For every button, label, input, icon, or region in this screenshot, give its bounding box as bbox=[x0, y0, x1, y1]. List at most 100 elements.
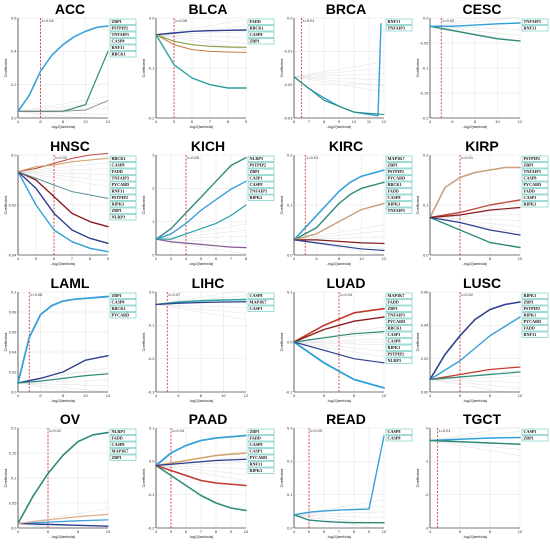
y-tick-label: 0.2 bbox=[287, 459, 293, 464]
y-tick-label: 0.0 bbox=[11, 152, 17, 157]
gene-label: RNF31 bbox=[388, 19, 401, 24]
gene-label: RNF31 bbox=[112, 189, 125, 194]
y-tick-label: 0.08 bbox=[9, 309, 18, 314]
y-tick-label: -0.1 bbox=[148, 323, 156, 328]
gene-label-box bbox=[385, 338, 413, 345]
coefficient-path bbox=[17, 373, 109, 384]
y-axis-label: Coefficient bbox=[141, 195, 146, 215]
y-tick-label: 2 bbox=[152, 186, 155, 191]
x-tick-label: 8 bbox=[215, 529, 218, 534]
gene-label-box bbox=[385, 312, 413, 319]
lambda-label: λ=0.02 bbox=[461, 292, 474, 297]
coefficient-path bbox=[293, 435, 385, 516]
panel-hnsc: HNSC 4 5 6 7 8 9 -0.04 -0.02 0.0 -log2(lambda) Coef… bbox=[2, 139, 138, 273]
x-tick-label: 7 bbox=[338, 529, 341, 534]
x-tick-label: 10 bbox=[221, 393, 226, 398]
gene-label: RBCK1 bbox=[388, 182, 402, 187]
gene-label-box bbox=[247, 305, 275, 312]
background-path bbox=[17, 168, 109, 172]
gene-label-box bbox=[521, 181, 549, 188]
x-axis-label: -log2(lambda) bbox=[463, 124, 488, 129]
x-tick-label: 4 bbox=[293, 529, 296, 534]
x-tick-label: 8 bbox=[353, 529, 356, 534]
x-tick-label: 8 bbox=[89, 256, 92, 261]
x-tick-label: 12 bbox=[244, 393, 249, 398]
coefficient-path-plot: 4 5 6 7 8 9 10 0.0 0.1 0.2 0.3 -log2(lambda) Coeffic… bbox=[279, 425, 413, 539]
background-path bbox=[293, 67, 385, 78]
coefficient-path bbox=[17, 152, 109, 173]
gene-label-box bbox=[385, 155, 413, 162]
gene-label: CASP8 bbox=[112, 442, 125, 447]
x-tick-label: 9 bbox=[230, 529, 233, 534]
gene-label: PSTPIP2 bbox=[388, 352, 405, 357]
x-tick-label: 12 bbox=[382, 256, 387, 261]
gene-label: RIPK3 bbox=[388, 202, 401, 207]
y-tick-label: -2 bbox=[425, 492, 429, 497]
y-tick-label: 0.1 bbox=[11, 475, 17, 480]
x-tick-label: 4 bbox=[155, 529, 158, 534]
panel-title: ACC bbox=[54, 1, 86, 17]
x-tick-label: 4 bbox=[429, 256, 432, 261]
x-tick-label: 8 bbox=[489, 393, 492, 398]
y-tick-label: -0.15 bbox=[419, 90, 429, 95]
x-tick-label: 6 bbox=[39, 119, 42, 124]
gene-label: PSTPIP2 bbox=[112, 26, 129, 31]
gene-label: ZBP1 bbox=[524, 436, 534, 441]
gene-label-box bbox=[109, 312, 137, 319]
y-tick-label: 0.0 bbox=[149, 15, 155, 20]
panel-blca: BLCA 4 5 6 7 8 9 -0.2 -0.1 0.0 -log2(lambda) Coeffi… bbox=[140, 2, 276, 136]
coefficient-path bbox=[155, 180, 247, 240]
gene-label-box bbox=[385, 162, 413, 169]
gene-label-box bbox=[109, 175, 137, 182]
coefficient-path bbox=[155, 452, 247, 467]
coefficient-path bbox=[17, 171, 109, 199]
coefficient-path bbox=[155, 464, 247, 487]
gene-label-box bbox=[109, 155, 137, 162]
gene-label: PYCARD bbox=[524, 182, 542, 187]
gene-label-box bbox=[109, 162, 137, 169]
y-tick-label: 0.0 bbox=[287, 252, 293, 257]
x-axis-label: -log2(lambda) bbox=[51, 534, 76, 539]
coefficient-path bbox=[293, 239, 385, 252]
x-tick-label: 6 bbox=[215, 256, 218, 261]
y-axis-label: Coefficient bbox=[279, 468, 284, 488]
gene-label-box bbox=[247, 461, 275, 468]
x-tick-label: 12 bbox=[382, 119, 387, 124]
y-axis-label: Coefficient bbox=[3, 58, 8, 78]
coefficient-path bbox=[429, 301, 521, 381]
x-tick-label: 8 bbox=[245, 256, 248, 261]
x-tick-label: 6 bbox=[185, 529, 188, 534]
coefficient-path bbox=[155, 301, 247, 306]
gene-label-box bbox=[385, 188, 413, 195]
y-axis-label: Coefficient bbox=[279, 58, 284, 78]
x-tick-label: 7 bbox=[200, 529, 203, 534]
coefficient-path bbox=[429, 199, 521, 219]
y-tick-label: -0.1 bbox=[422, 65, 430, 70]
y-tick-label: -3 bbox=[425, 525, 429, 530]
y-tick-label: 0.0 bbox=[11, 115, 17, 120]
panel-title: BLCA bbox=[188, 1, 228, 17]
lambda-label: λ=0.07 bbox=[168, 292, 181, 297]
gene-label-box bbox=[109, 207, 137, 214]
coefficient-path-plot: 4 6 8 10 12 0.0 0.02 0.04 0.06 0.08 0.1 -log2(lambd… bbox=[3, 289, 137, 403]
coefficient-path bbox=[17, 522, 109, 527]
background-path bbox=[155, 291, 246, 305]
gene-label-box bbox=[521, 168, 549, 175]
gene-label-box bbox=[385, 168, 413, 175]
y-tick-label: 0.02 bbox=[421, 356, 430, 361]
coefficient-path-plot: 4 6 8 10 -0.1 0.0 0.1 -log2(lambda) Coefficient λ… bbox=[279, 289, 413, 403]
y-tick-label: 0.06 bbox=[9, 329, 18, 334]
coefficient-path bbox=[155, 464, 247, 512]
background-path bbox=[155, 19, 247, 35]
background-path bbox=[429, 17, 521, 27]
gene-label-box bbox=[385, 331, 413, 338]
y-tick-label: -0.05 bbox=[419, 40, 429, 45]
gene-label-box bbox=[385, 175, 413, 182]
x-tick-label: 6 bbox=[39, 393, 42, 398]
gene-label: FADD bbox=[524, 189, 535, 194]
coefficient-path bbox=[293, 181, 385, 241]
coefficient-path bbox=[429, 22, 521, 28]
y-axis-label: Coefficient bbox=[415, 58, 420, 78]
gene-label-box bbox=[109, 428, 137, 435]
gene-label-box bbox=[247, 168, 275, 175]
